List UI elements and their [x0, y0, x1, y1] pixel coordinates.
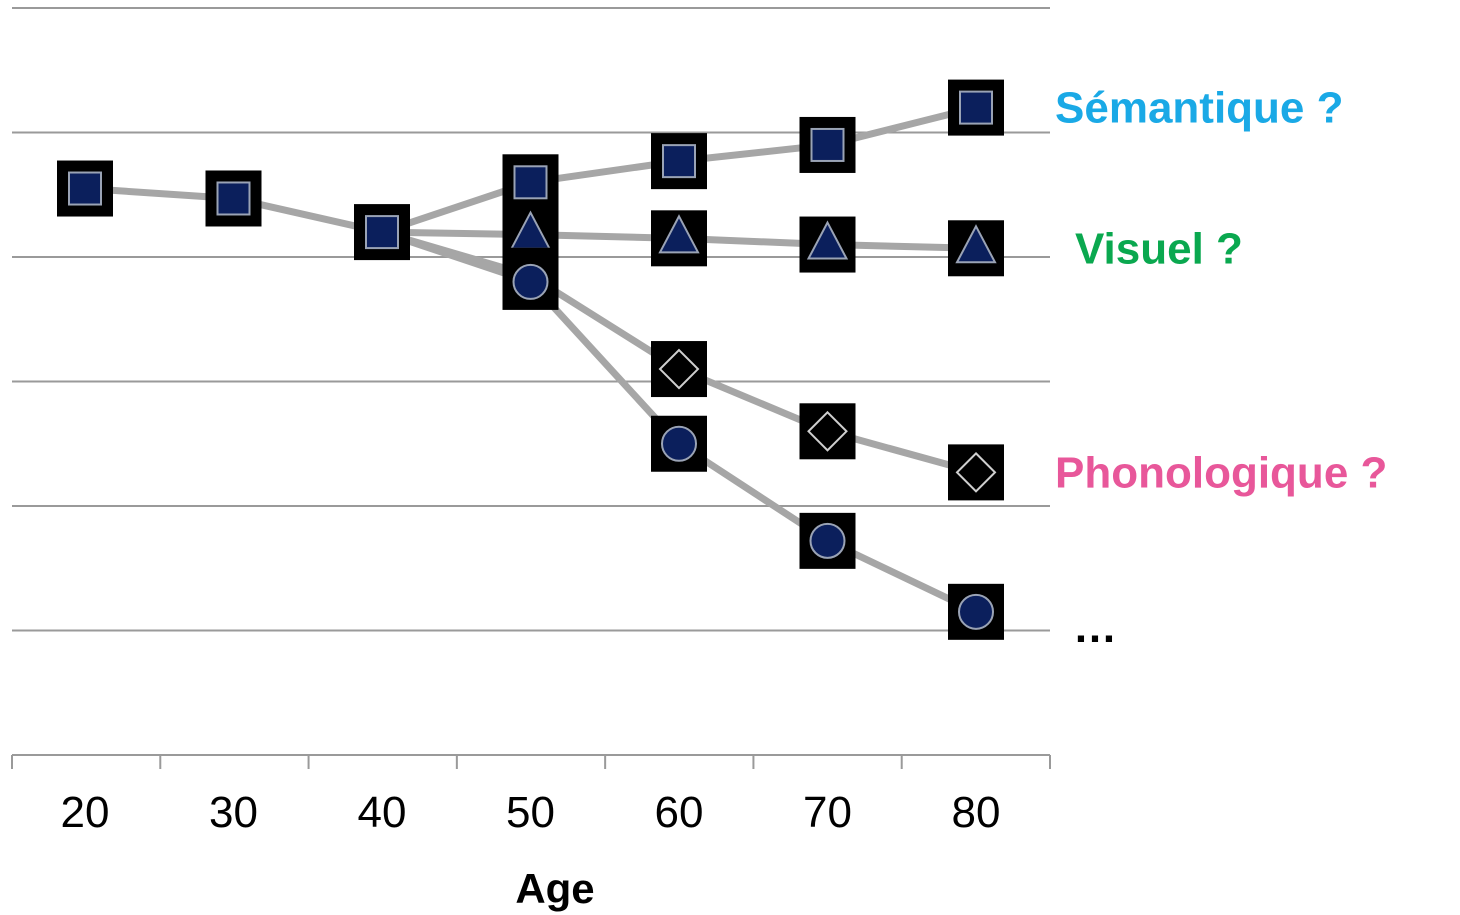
- x-tick-label: 40: [358, 788, 407, 837]
- gridlines: [12, 7, 1050, 632]
- square-marker: [68, 171, 102, 206]
- triangle-marker: [806, 220, 849, 260]
- circle-marker: [512, 263, 549, 300]
- data-point: [502, 253, 559, 310]
- data-point: [799, 512, 856, 569]
- x-tick-label: 30: [209, 788, 258, 837]
- square-marker: [216, 181, 251, 216]
- data-point: [651, 415, 707, 472]
- data-point: [57, 160, 113, 217]
- data-point: [948, 220, 1004, 277]
- data-point: [799, 403, 856, 460]
- x-tick-label: 20: [61, 788, 110, 837]
- series-labels: Sémantique ? Visuel ? Phonologique ? …: [1055, 84, 1387, 652]
- circle-marker: [661, 425, 697, 462]
- diamond-marker: [658, 348, 700, 390]
- data-point: [948, 583, 1004, 640]
- data-point: [948, 79, 1004, 136]
- diamond-marker: [955, 451, 997, 493]
- square-marker: [959, 90, 993, 125]
- series-label: Phonologique ?: [1055, 448, 1387, 497]
- data-point: [651, 341, 707, 398]
- x-axis: 20 30 40 50 60 70 80: [11, 754, 1051, 837]
- series-label: Visuel ?: [1075, 224, 1243, 273]
- circle-marker: [809, 522, 846, 559]
- data-point: [205, 170, 262, 227]
- data-point: [651, 133, 707, 190]
- series-label: …: [1073, 603, 1117, 652]
- x-axis-title: Age: [515, 865, 594, 912]
- x-tick-label: 50: [506, 788, 555, 837]
- data-point: [948, 444, 1004, 501]
- data-point: [651, 210, 707, 267]
- square-marker: [662, 144, 696, 179]
- series-label: Sémantique ?: [1055, 84, 1344, 133]
- triangle-marker: [658, 214, 700, 254]
- data-point: [799, 216, 856, 273]
- x-tick-label: 60: [655, 788, 704, 837]
- square-marker: [810, 127, 845, 162]
- series-markers: [57, 79, 1004, 640]
- circle-marker: [958, 593, 994, 630]
- diamond-marker: [807, 410, 848, 452]
- data-point: [354, 204, 410, 261]
- square-marker: [365, 215, 399, 250]
- x-tick-label: 80: [952, 788, 1001, 837]
- triangle-marker: [955, 224, 997, 264]
- data-point: [799, 116, 856, 173]
- square-marker: [513, 165, 548, 200]
- x-tick-label: 70: [803, 788, 852, 837]
- data-point: [502, 154, 559, 211]
